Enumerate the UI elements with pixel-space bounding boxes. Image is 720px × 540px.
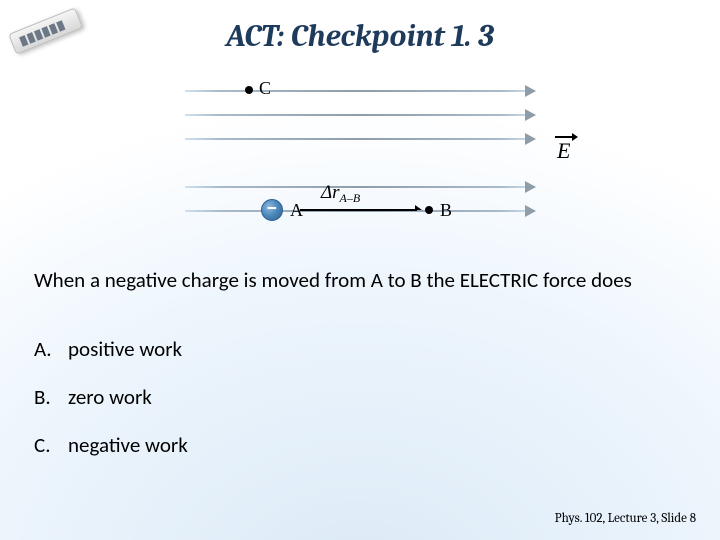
answer-letter: C. [34,432,68,458]
answer-text: positive work [68,336,182,362]
answer-option-c: C. negative work [34,432,188,458]
field-line [185,114,535,116]
answer-option-b: B. zero work [34,384,188,410]
point-b-label: B [440,200,452,221]
slide-footer: Phys. 102, Lecture 3, Slide 8 [555,511,696,526]
e-vector-arrowhead-icon [572,133,578,141]
answer-text: zero work [68,384,152,410]
answer-option-a: A. positive work [34,336,188,362]
field-diagram: C − A B ΔrA–B E [185,80,535,240]
answer-letter: A. [34,336,68,362]
point-b-dot [425,206,433,214]
e-vector-label: E [557,138,570,164]
answer-list: A. positive work B. zero work C. negativ… [34,336,188,480]
point-c-dot [245,86,253,94]
dr-label: ΔrA–B [321,182,360,204]
answer-letter: B. [34,384,68,410]
minus-icon: − [267,203,278,213]
point-c-label: C [259,78,271,99]
point-a-label: A [290,200,303,221]
dr-vector-arrowhead-icon [415,205,422,210]
slide-title: ACT: Checkpoint 1. 3 [0,18,720,54]
field-line [185,138,535,140]
negative-charge: − [261,199,283,221]
answer-text: negative work [68,432,188,458]
field-line [185,90,535,92]
question-text: When a negative charge is moved from A t… [34,268,684,293]
dr-vector-line [300,209,417,211]
